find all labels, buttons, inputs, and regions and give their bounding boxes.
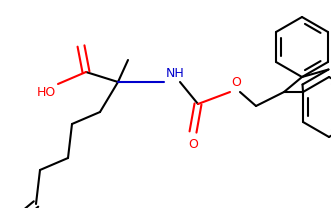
- Text: NH: NH: [166, 67, 185, 80]
- Text: O: O: [231, 76, 241, 89]
- Text: O: O: [188, 138, 198, 151]
- Text: HO: HO: [37, 86, 56, 99]
